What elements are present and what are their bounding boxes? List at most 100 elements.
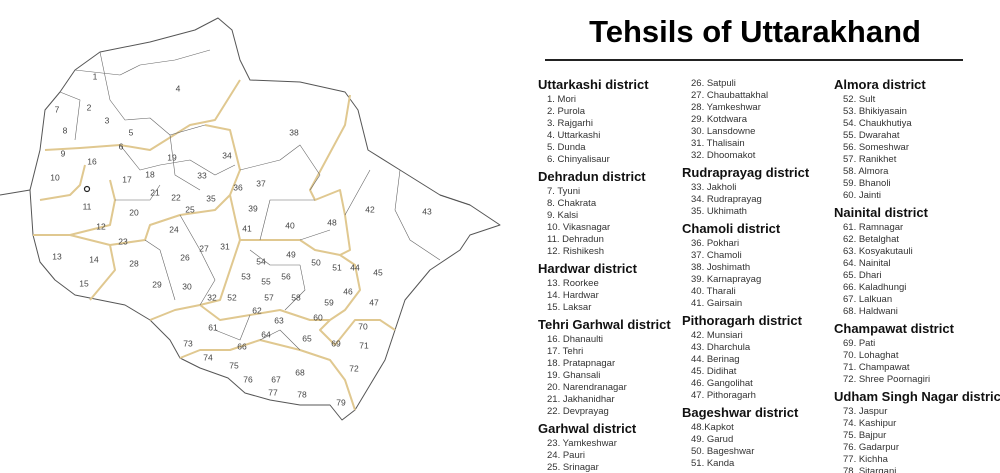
tehsil-list-item: 35. Ukhimath [691, 206, 747, 217]
tehsil-list-item: 34. Rudraprayag [691, 194, 762, 205]
tehsil-number-label: 34 [222, 150, 232, 160]
tehsil-number-label: 12 [96, 221, 106, 231]
tehsil-number-label: 53 [241, 271, 251, 281]
tehsil-number-label: 1 [93, 71, 98, 81]
tehsil-list-item: 73. Jaspur [843, 406, 888, 417]
tehsil-list-item: 23. Yamkeshwar [547, 438, 617, 449]
tehsil-list-item: 70. Lohaghat [843, 350, 899, 361]
tehsil-list-item: 71. Champawat [843, 362, 910, 373]
tehsil-number-label: 64 [261, 329, 271, 339]
tehsil-number-label: 13 [52, 251, 62, 261]
district-heading: Bageshwar district [682, 405, 799, 420]
tehsil-list-item: 42. Munsiari [691, 330, 743, 341]
tehsil-number-label: 74 [203, 352, 213, 362]
legend-column-1: Uttarkashi district 1. Mori 2. Purola 3. Ra… [538, 74, 671, 473]
tehsil-number-label: 25 [185, 204, 195, 214]
tehsil-list-item: 49. Garud [691, 434, 734, 445]
page-title: Tehsils of Uttarakhand [589, 14, 921, 49]
tehsil-number-label: 8 [63, 125, 68, 135]
tehsil-number-label: 55 [261, 276, 271, 286]
tehsil-list-item: 72. Shree Poornagiri [843, 374, 931, 385]
legend-column-3: Almora district 52. Sult 53. Bhikiyasain 54… [834, 74, 1000, 473]
tehsil-list-item: 33. Jakholi [691, 182, 737, 193]
tehsil-list-item: 21. Jakhanidhar [547, 394, 615, 405]
tehsil-number-label: 23 [118, 236, 128, 246]
tehsil-list-item: 2. Purola [547, 106, 586, 117]
tehsil-list-item: 14. Hardwar [547, 290, 599, 301]
tehsil-number-label: 22 [171, 192, 181, 202]
tehsil-list-item: 31. Thalisain [691, 138, 745, 149]
tehsil-list-item: 17. Tehri [547, 346, 584, 357]
tehsil-list-item: 11. Dehradun [547, 234, 604, 245]
tehsil-list-item: 13. Roorkee [547, 278, 599, 289]
district-boundary-uttarkashi [44, 79, 241, 151]
tehsil-number-label: 20 [129, 207, 139, 217]
tehsil-list-item: 55. Dwarahat [843, 130, 900, 141]
tehsil-list-item: 29. Kotdwara [691, 114, 747, 125]
tehsil-number-label: 21 [150, 187, 160, 197]
tehsil-number-label: 46 [343, 286, 353, 296]
district-boundary-chamoli [240, 94, 351, 256]
tehsil-number-label: 60 [313, 312, 323, 322]
tehsil-number-label: 75 [229, 360, 239, 370]
tehsil-list-item: 65. Dhari [843, 270, 882, 281]
tehsil-list-item: 4. Uttarkashi [547, 130, 601, 141]
tehsil-list-item: 25. Srinagar [547, 462, 599, 473]
tehsil-list-item: 68. Haldwani [843, 306, 898, 317]
tehsil-number-label: 56 [281, 271, 291, 281]
tehsil-number-label: 27 [199, 243, 209, 253]
tehsil-list-item: 24. Pauri [547, 450, 586, 461]
tehsil-list-item: 48.Kapkot [691, 422, 734, 433]
tehsil-list-item: 56. Someshwar [843, 142, 910, 153]
district-heading: Garhwal district [538, 421, 637, 436]
district-heading: Chamoli district [682, 221, 781, 236]
tehsil-number-label: 49 [286, 249, 296, 259]
tehsil-number-label: 66 [237, 341, 247, 351]
tehsil-number-label: 35 [206, 193, 216, 203]
tehsil-list-item: 54. Chaukhutiya [843, 118, 912, 129]
tehsil-list-item: 10. Vikasnagar [547, 222, 611, 233]
tehsil-number-label: 14 [89, 254, 99, 264]
legend-column-2: 26. Satpuli 27. Chaubattakhal 28. Yamkeshw… [682, 78, 809, 470]
tehsil-list-item: 5. Dunda [547, 142, 586, 153]
tehsil-list-item: 39. Karnaprayag [691, 274, 762, 285]
tehsil-list-item: 66. Kaladhungi [843, 282, 907, 293]
tehsil-boundary [59, 49, 441, 351]
district-heading: Rudraprayag district [682, 165, 810, 180]
tehsil-number-label: 7 [55, 104, 60, 114]
tehsil-number-label: 3 [105, 115, 110, 125]
tehsil-number-label: 38 [289, 127, 299, 137]
tehsil-list-item: 27. Chaubattakhal [691, 90, 769, 101]
tehsil-number-label: 71 [359, 340, 369, 350]
tehsil-number-label: 45 [373, 267, 383, 277]
tehsil-number-label: 5 [129, 127, 134, 137]
tehsil-list-item: 43. Dharchula [691, 342, 751, 353]
tehsil-number-label: 67 [271, 374, 281, 384]
tehsil-list-item: 62. Betalghat [843, 234, 899, 245]
tehsil-list-item: 12. Rishikesh [547, 246, 605, 257]
tehsil-list-item: 74. Kashipur [843, 418, 897, 429]
tehsil-list-item: 36. Pokhari [691, 238, 740, 249]
tehsil-number-label: 30 [182, 281, 192, 291]
tehsil-number-label: 26 [180, 252, 190, 262]
tehsil-list-item: 37. Chamoli [691, 250, 742, 261]
tehsil-list-item: 16. Dhanaulti [547, 334, 603, 345]
tehsil-list-item: 58. Almora [843, 166, 889, 177]
tehsil-number-label: 28 [129, 258, 139, 268]
tehsil-list-item: 67. Lalkuan [843, 294, 893, 305]
tehsil-number-label: 59 [324, 297, 334, 307]
tehsil-number-label: 61 [208, 322, 218, 332]
tehsil-number-label: 37 [256, 178, 266, 188]
tehsil-number-label: 33 [197, 170, 207, 180]
tehsil-list-item: 77. Kichha [843, 454, 888, 465]
tehsil-number-label: 44 [350, 262, 360, 272]
tehsil-number-label: 18 [145, 169, 155, 179]
district-boundary-tehri [109, 124, 241, 246]
tehsil-number-label: 47 [369, 297, 379, 307]
tehsil-number-label: 4 [176, 83, 181, 93]
district-heading: Nainital district [834, 205, 928, 220]
tehsil-list-item: 75. Bajpur [843, 430, 887, 441]
tehsil-number-label: 78 [297, 389, 307, 399]
tehsil-number-label: 10 [50, 172, 60, 182]
tehsil-list-item: 47. Pithoragarh [691, 390, 756, 401]
